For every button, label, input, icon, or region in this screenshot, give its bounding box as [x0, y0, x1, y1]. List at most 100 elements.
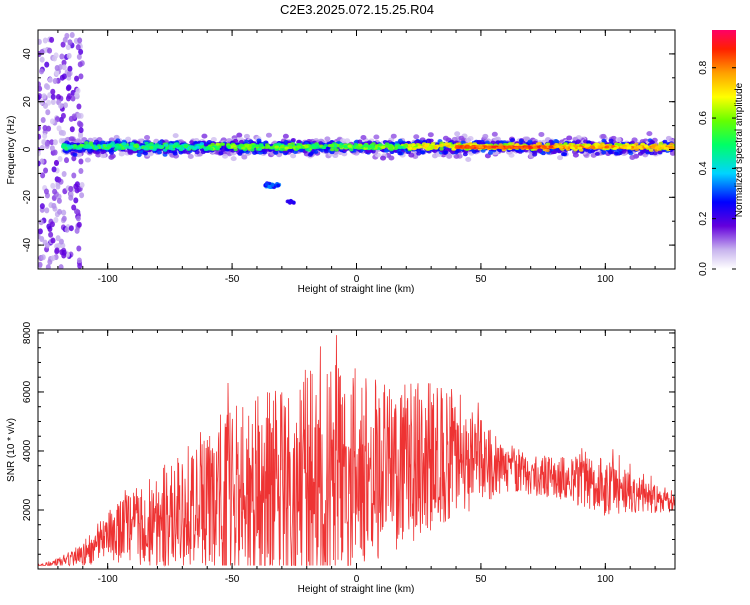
heatmap-cell — [158, 145, 163, 149]
heatmap-cell — [222, 153, 229, 159]
snr-panel: -100 -50 0 50 100 2000 4000 6000 8000 Height of … — [6, 321, 676, 595]
heatmap-cell — [321, 145, 326, 150]
heatmap-cell — [557, 155, 564, 161]
heatmap-cell — [75, 44, 81, 51]
heatmap-cell — [282, 133, 289, 139]
heatmap-cell — [75, 138, 82, 144]
heatmap-cell — [75, 152, 82, 158]
heatmap-cell — [478, 146, 484, 149]
heatmap-cell — [233, 138, 239, 143]
x-tick-label: 50 — [475, 574, 487, 585]
heatmap-cell — [74, 227, 80, 234]
heatmap-cell — [67, 65, 73, 72]
heatmap-panel: -100 -50 0 50 100 -40 -20 0 20 40 Height of strai… — [6, 29, 676, 295]
heatmap-cell — [54, 65, 60, 72]
x-tick-label: 0 — [354, 274, 360, 285]
heatmap-cell — [290, 142, 295, 146]
heatmap-cell — [209, 147, 214, 151]
x-tick-label: 50 — [475, 274, 487, 285]
heatmap-cell — [57, 155, 63, 162]
heatmap-cell — [61, 249, 67, 256]
heatmap-cell — [364, 144, 369, 148]
heatmap-cell — [56, 125, 62, 132]
y-tick-label: 0 — [22, 146, 33, 152]
heatmap-cell — [44, 140, 50, 147]
heatmap-cell — [54, 248, 60, 255]
heatmap-ticks: -100 -50 0 50 100 -40 -20 0 20 40 — [22, 29, 675, 285]
x-tick-label: 0 — [354, 574, 360, 585]
heatmap-cell — [250, 148, 255, 152]
heatmap-cell — [597, 145, 603, 148]
heatmap-cell — [75, 145, 80, 149]
heatmap-cell — [52, 78, 58, 85]
heatmap-cell — [47, 258, 53, 265]
x-tick-label: -100 — [98, 574, 118, 585]
heatmap-cell — [600, 133, 607, 139]
heatmap-cell — [40, 172, 46, 179]
colorbar-tick-label: 0.8 — [698, 60, 709, 74]
heatmap-cell — [61, 170, 67, 177]
heatmap-cell — [49, 118, 55, 125]
heatmap-cell — [76, 103, 82, 110]
heatmap-cell — [215, 142, 220, 146]
heatmap-cell — [439, 147, 444, 151]
heatmap-cell — [370, 145, 376, 149]
heatmap-cell — [288, 198, 293, 203]
heatmap-cell — [615, 137, 622, 143]
heatmap-cell — [56, 176, 62, 183]
heatmap-cell — [413, 134, 420, 140]
heatmap-cell — [380, 155, 387, 161]
heatmap-cell — [76, 245, 82, 252]
heatmap-cell — [124, 145, 130, 149]
heatmap-cell — [74, 187, 80, 194]
heatmap-cell — [133, 144, 138, 148]
heatmap-cell — [79, 143, 84, 147]
heatmap-cell — [52, 149, 58, 156]
x-tick-label: 100 — [597, 574, 614, 585]
heatmap-cell — [238, 139, 244, 144]
x-tick-label: -50 — [225, 274, 240, 285]
snr-frame — [37, 329, 676, 570]
heatmap-cell — [58, 102, 64, 109]
heatmap-cell — [484, 140, 490, 145]
heatmap-cell — [454, 131, 461, 137]
snr-series-line — [38, 335, 675, 567]
heatmap-cell — [100, 153, 107, 159]
heatmap-cell — [553, 139, 559, 144]
heatmap-cell — [38, 125, 41, 132]
heatmap-cell — [55, 235, 61, 242]
heatmap-cell — [349, 148, 354, 152]
heatmap-cell — [329, 143, 335, 148]
heatmap-cell — [63, 102, 69, 109]
heatmap-cell — [465, 137, 472, 143]
heatmap-cell — [355, 145, 360, 149]
heatmap-cell — [77, 61, 83, 68]
heatmap-cell — [604, 145, 610, 149]
heatmap-cell — [590, 145, 595, 149]
heatmap-cell — [308, 151, 314, 156]
heatmap-cell — [416, 151, 422, 156]
colorbar-tick-label: 0.2 — [698, 211, 709, 225]
heatmap-cell — [465, 157, 472, 163]
heatmap-cell — [95, 150, 101, 155]
heatmap-cell — [390, 133, 397, 139]
heatmap-cell — [50, 98, 56, 105]
heatmap-cell — [397, 151, 403, 156]
heatmap-cell — [644, 145, 649, 148]
heatmap-cell — [633, 146, 639, 149]
heatmap-cell — [654, 146, 660, 149]
heatmap-cell — [310, 145, 315, 150]
heatmap-cell — [274, 145, 279, 149]
heatmap-cell — [646, 131, 653, 137]
heatmap-cell — [65, 44, 71, 51]
heatmap-cell — [254, 144, 260, 148]
heatmap-cell — [344, 138, 351, 144]
heatmap-cell — [552, 149, 558, 154]
heatmap-cell — [476, 139, 482, 144]
heatmap-cell — [144, 134, 151, 140]
heatmap-cell — [38, 38, 42, 45]
heatmap-cell — [127, 149, 133, 154]
heatmap-cell — [164, 146, 170, 150]
